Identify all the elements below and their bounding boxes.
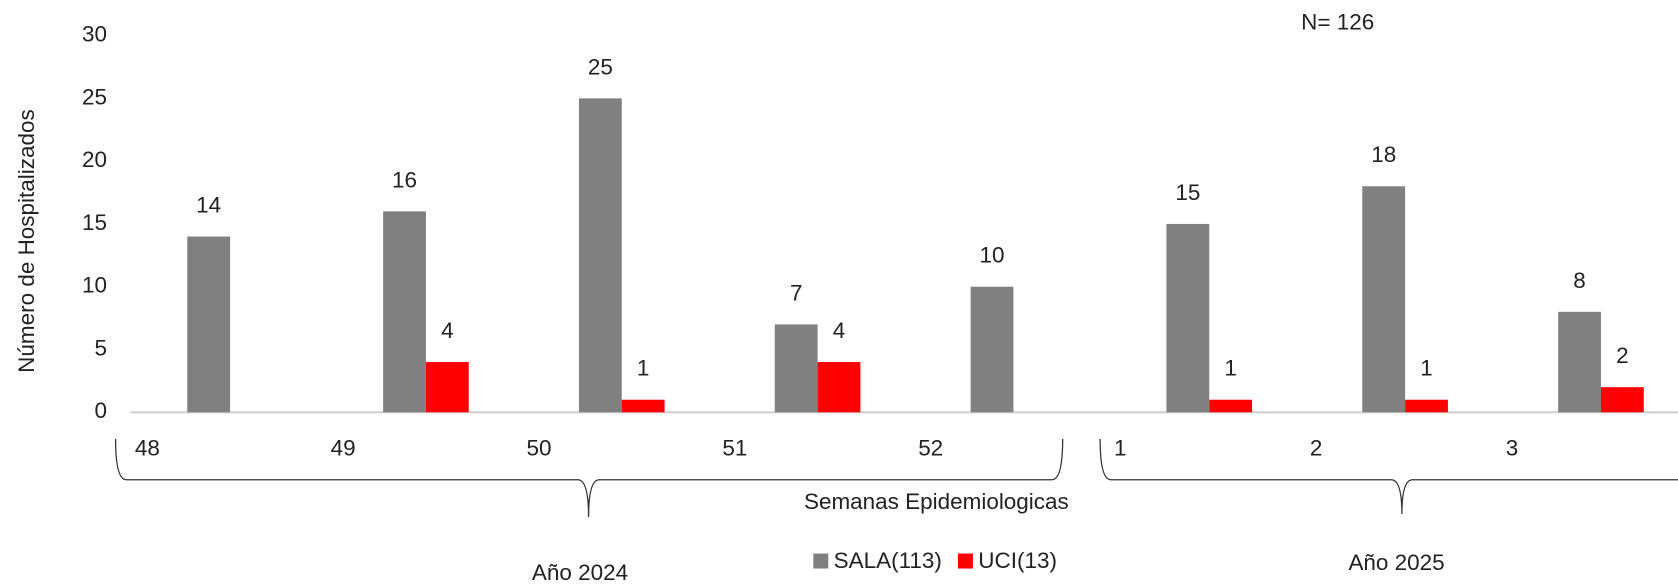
bar	[1362, 186, 1406, 413]
value-label: 4	[441, 318, 454, 343]
x-tick-label: 49	[331, 436, 356, 461]
year-brace	[114, 439, 1064, 518]
y-tick-label: 20	[82, 147, 107, 172]
value-label: 15	[1175, 180, 1200, 205]
value-label: 1	[637, 356, 650, 381]
bar	[383, 211, 426, 413]
x-tick-label: 50	[527, 436, 552, 461]
group-label: Año 2024	[532, 560, 628, 585]
bar	[187, 236, 231, 413]
bar	[1209, 399, 1253, 413]
y-tick-label: 0	[95, 398, 108, 423]
value-label: 4	[833, 318, 846, 343]
group-label: Año 2025	[1348, 550, 1444, 575]
y-tick-label: 30	[82, 22, 107, 47]
x-tick-label: 1	[1114, 436, 1127, 461]
y-axis-label: Número de Hospitalizados	[14, 109, 39, 373]
legend-label: SALA(113)	[834, 548, 942, 573]
y-tick-label: 5	[95, 335, 108, 360]
x-tick-label: 52	[918, 436, 943, 461]
value-label: 1	[1224, 356, 1236, 381]
value-label: 10	[980, 243, 1005, 268]
bar	[578, 98, 622, 413]
bar	[774, 324, 818, 413]
x-tick-label: 3	[1506, 436, 1519, 461]
year-brace	[1099, 439, 1678, 514]
bar	[970, 286, 1014, 413]
legend-swatch	[813, 553, 829, 569]
bar	[817, 362, 861, 413]
legend-label: UCI(13)	[978, 548, 1057, 573]
bar	[1405, 399, 1448, 413]
legend-swatch	[957, 553, 973, 569]
value-label: 8	[1573, 268, 1586, 293]
x-tick-label: 48	[135, 436, 160, 461]
x-axis-label: Semanas Epidemiologicas	[804, 489, 1069, 514]
bar	[425, 362, 469, 413]
bar	[1600, 387, 1644, 413]
value-label: 14	[196, 192, 221, 217]
y-tick-label: 25	[82, 84, 107, 109]
value-label: 1	[1420, 356, 1432, 381]
value-label: 16	[392, 167, 417, 192]
y-tick-label: 10	[82, 273, 107, 298]
annotation: N= 126	[1301, 10, 1374, 35]
bar	[1558, 311, 1601, 413]
bar	[1166, 223, 1210, 413]
x-tick-label: 51	[722, 436, 747, 461]
bar	[621, 399, 665, 413]
value-label: 18	[1371, 142, 1396, 167]
y-tick-label: 15	[82, 210, 107, 235]
value-label: 2	[1616, 343, 1628, 368]
value-label: 7	[790, 280, 802, 305]
value-label: 25	[588, 54, 613, 79]
x-tick-label: 2	[1310, 436, 1323, 461]
